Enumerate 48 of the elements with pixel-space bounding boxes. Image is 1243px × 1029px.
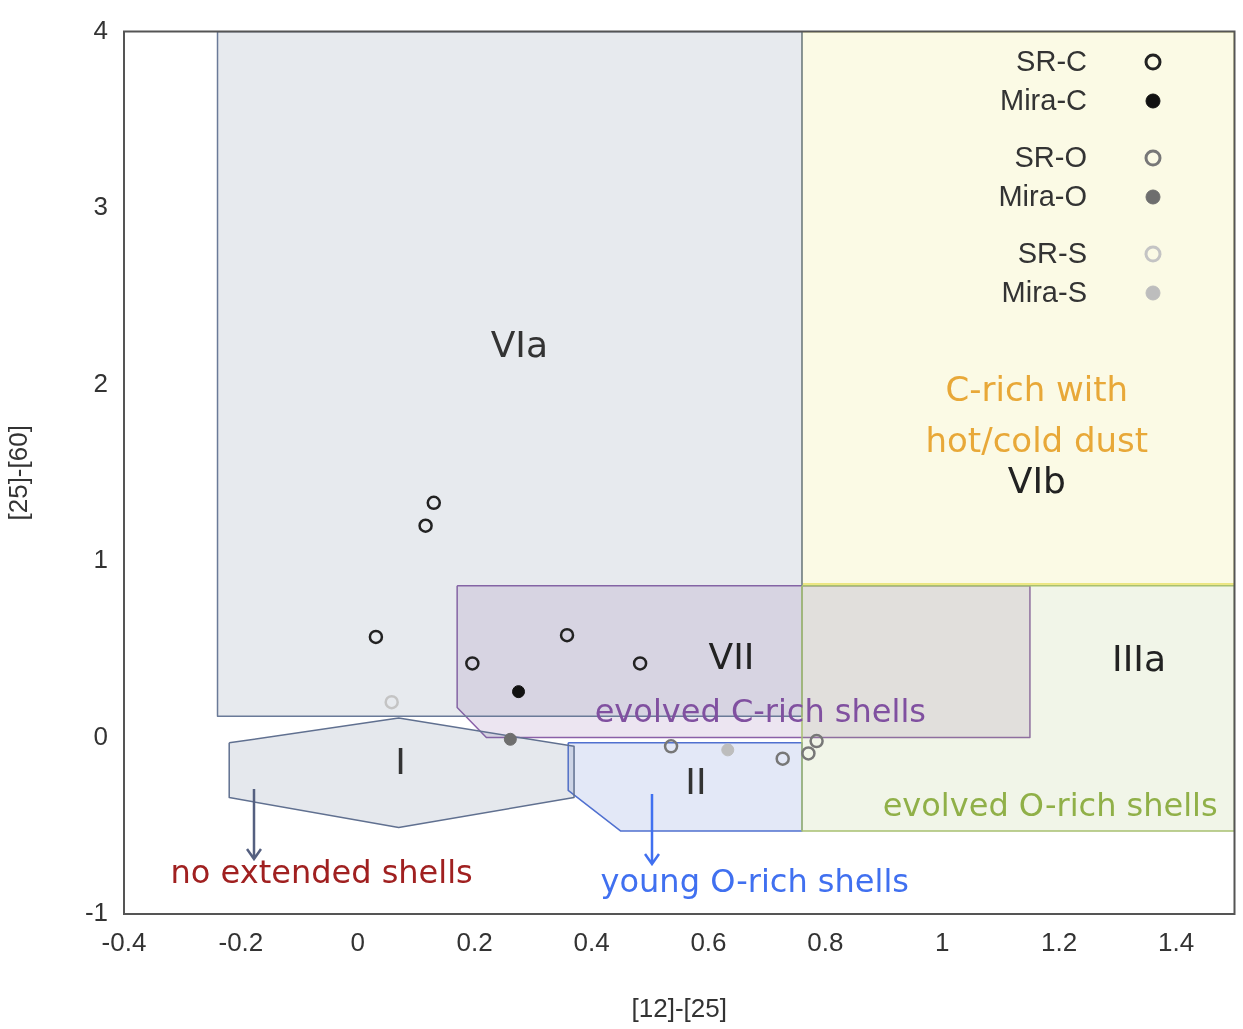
x-tick-label: 1 bbox=[935, 926, 950, 957]
point bbox=[418, 518, 433, 533]
annotation: VIb bbox=[1007, 459, 1066, 501]
point bbox=[426, 495, 442, 511]
y-tick-label: 1 bbox=[93, 544, 108, 575]
legend-label: SR-O bbox=[1013, 140, 1087, 175]
y-tick-label: 3 bbox=[93, 191, 108, 222]
annotation: VII bbox=[708, 636, 755, 678]
x-tick-label: -0.2 bbox=[218, 926, 264, 957]
x-tick-label: 0.2 bbox=[456, 926, 493, 957]
x-axis-title: [12]-[25] bbox=[631, 992, 727, 1023]
annotation: IIIa bbox=[1112, 637, 1166, 679]
point bbox=[512, 685, 526, 699]
legend-label: Mira-O bbox=[998, 179, 1087, 214]
x-tick-label: 0 bbox=[350, 926, 366, 957]
point bbox=[559, 627, 575, 643]
y-tick-label: 4 bbox=[93, 14, 108, 45]
annotation: evolved O-rich shells bbox=[882, 786, 1218, 825]
legend-label: Mira-S bbox=[1000, 275, 1087, 310]
x-tick-label: 0.6 bbox=[690, 926, 727, 957]
point bbox=[632, 656, 648, 671]
y-axis-title: [25]-[60] bbox=[2, 425, 33, 521]
x-tick-label: 1.2 bbox=[1041, 926, 1078, 957]
point bbox=[368, 629, 384, 645]
annotation: II bbox=[685, 760, 707, 802]
annotation: young O-rich shells bbox=[600, 862, 909, 901]
legend-label: SR-C bbox=[1015, 44, 1087, 79]
x-tick-label: 0.4 bbox=[573, 926, 610, 957]
annotation: no extended shells bbox=[170, 852, 473, 891]
point bbox=[775, 751, 790, 766]
x-tick-label: 0.8 bbox=[807, 926, 844, 957]
point bbox=[465, 656, 480, 671]
x-tick-label: 1.4 bbox=[1157, 926, 1195, 957]
annotation: I bbox=[395, 741, 406, 783]
legend-label: SR-S bbox=[1016, 236, 1087, 271]
annotation: VIa bbox=[490, 323, 548, 365]
point bbox=[809, 733, 824, 749]
point bbox=[503, 732, 517, 746]
y-tick-label: 2 bbox=[93, 367, 108, 398]
x-tick-label: -0.4 bbox=[101, 926, 147, 957]
point bbox=[384, 694, 399, 710]
annotation: C-rich with hot/cold dust bbox=[925, 368, 1149, 460]
y-tick-label: 0 bbox=[93, 720, 108, 751]
legend-label: Mira-C bbox=[999, 83, 1087, 118]
point bbox=[801, 746, 816, 761]
point bbox=[721, 743, 735, 757]
point bbox=[663, 739, 679, 754]
y-tick-label: -1 bbox=[84, 897, 108, 928]
